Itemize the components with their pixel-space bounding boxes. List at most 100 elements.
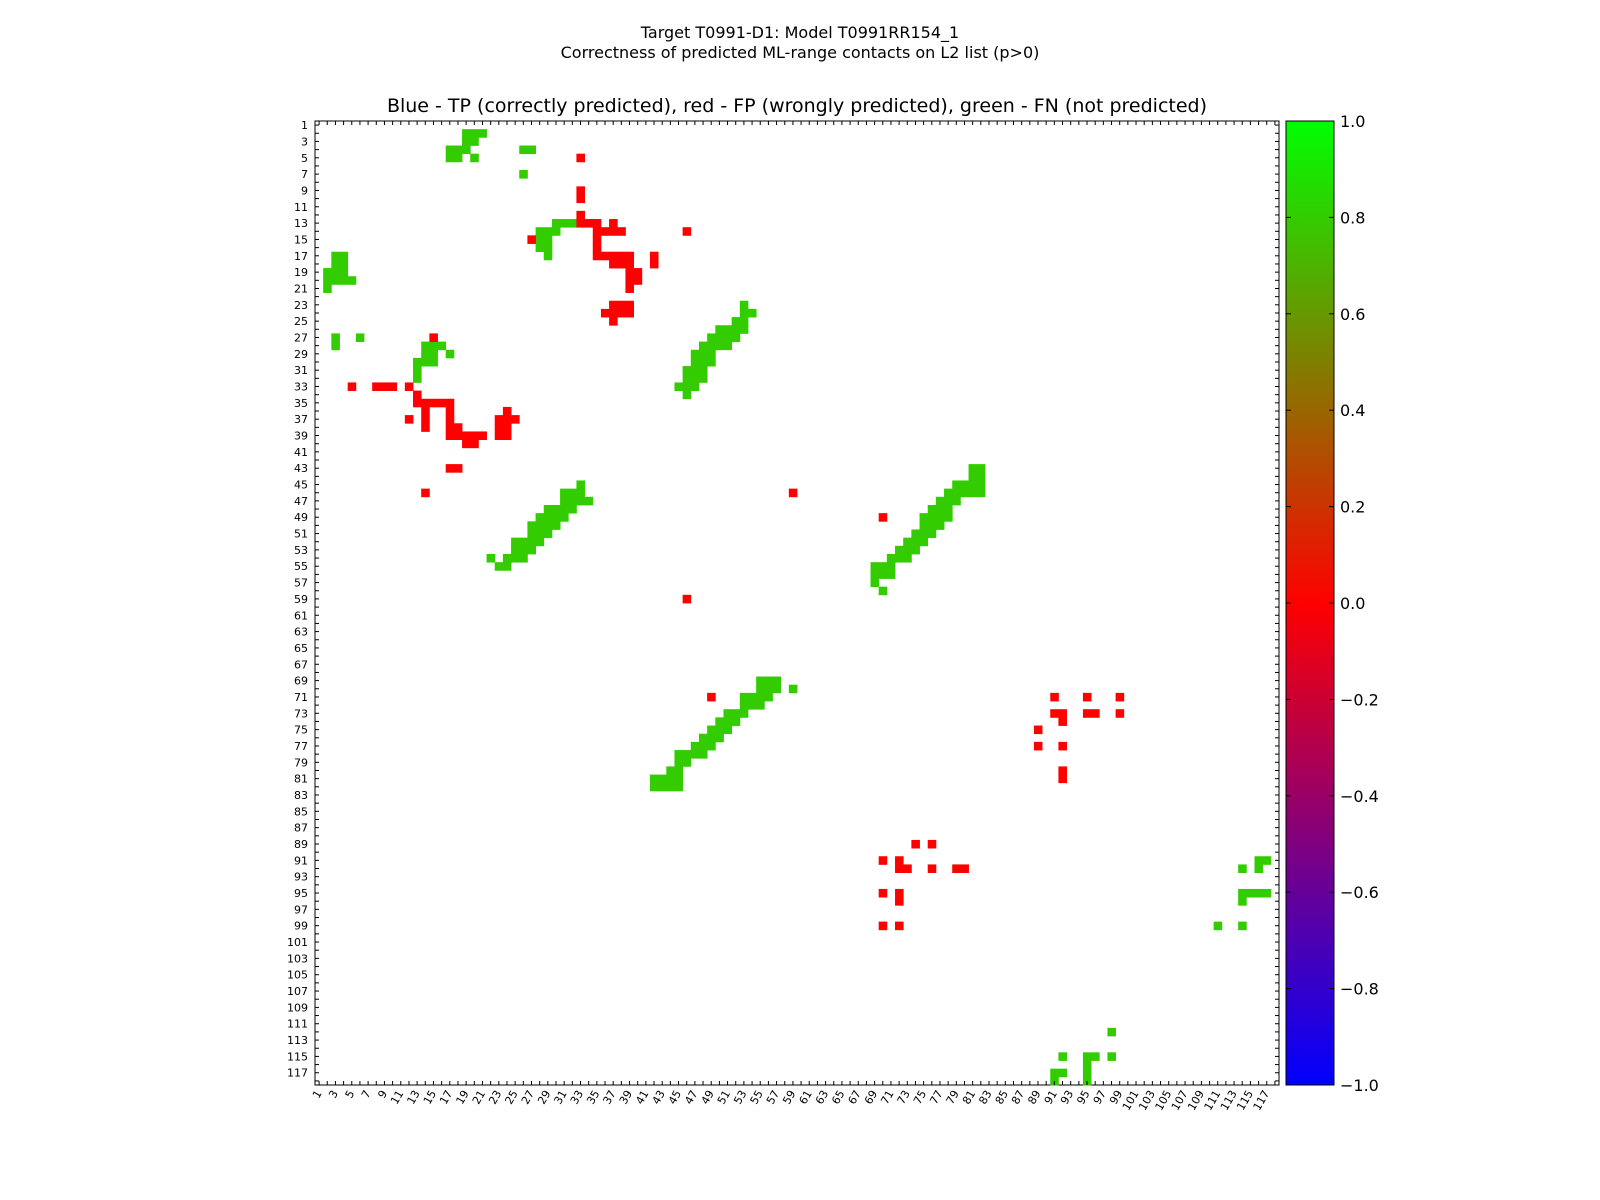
- fp-contact-cell: [413, 390, 422, 400]
- figure-title-line2: Correctness of predicted ML-range contac…: [561, 43, 1040, 62]
- fn-contact-cell: [911, 529, 937, 539]
- y-tick-label: 79: [294, 756, 308, 769]
- x-tick-label: 29: [535, 1088, 553, 1107]
- x-tick-label: 39: [617, 1088, 635, 1107]
- fp-contact-cell: [404, 382, 414, 391]
- colorbar-gradient: [1285, 120, 1335, 1086]
- fp-contact-cell: [649, 251, 659, 261]
- fp-contact-cell: [413, 398, 455, 408]
- y-tick-label: 115: [287, 1050, 308, 1063]
- fp-contact-cell: [592, 243, 602, 253]
- x-tick-label: 87: [1009, 1088, 1027, 1107]
- fp-contact-cell: [372, 382, 398, 391]
- x-tick-label: 5: [343, 1088, 358, 1101]
- x-tick-label: 81: [960, 1088, 978, 1107]
- x-tick-label: 117: [1251, 1088, 1273, 1113]
- fn-contact-cell: [1082, 1068, 1092, 1078]
- fp-contact-cell: [1033, 725, 1043, 735]
- colorbar: [1285, 120, 1335, 1086]
- y-tick-label: 5: [301, 152, 308, 165]
- contact-cells: [323, 129, 1272, 1086]
- fn-contact-cell: [323, 284, 332, 293]
- fp-contact-cell: [1050, 709, 1067, 718]
- y-tick-label: 35: [294, 397, 308, 410]
- x-tick-label: 55: [748, 1088, 766, 1107]
- fp-contact-cell: [576, 219, 602, 228]
- x-tick-label: 85: [993, 1088, 1011, 1107]
- x-tick-label: 23: [486, 1088, 504, 1107]
- x-tick-label: 77: [927, 1088, 945, 1107]
- fn-contact-cell: [739, 701, 765, 710]
- fn-contact-cell: [331, 333, 340, 342]
- y-tick-label: 105: [287, 969, 308, 982]
- x-tick-label: 111: [1202, 1088, 1224, 1113]
- y-tick-label: 17: [294, 250, 308, 263]
- fn-contact-cell: [519, 145, 536, 155]
- fn-contact-cell: [944, 488, 986, 498]
- fp-contact-cell: [895, 921, 904, 931]
- fp-contact-cell: [895, 888, 904, 898]
- x-tick-label: 27: [519, 1088, 537, 1107]
- x-tick-label: 31: [552, 1088, 570, 1107]
- colorbar-tick-label: 0.6: [1340, 305, 1365, 324]
- x-tick-label: 61: [797, 1088, 815, 1107]
- fp-contact-cell: [494, 423, 512, 432]
- y-tick-label: 37: [294, 413, 308, 426]
- fn-contact-cell: [739, 300, 749, 310]
- colorbar-tick-label: −0.4: [1340, 787, 1379, 806]
- fn-contact-cell: [1050, 1068, 1067, 1078]
- fn-contact-cell: [878, 586, 888, 596]
- fn-contact-cell: [756, 676, 782, 686]
- y-tick-label: 29: [294, 348, 308, 361]
- fp-contact-cell: [1115, 692, 1125, 702]
- fp-contact-cell: [421, 488, 430, 498]
- fn-contact-cell: [739, 308, 757, 318]
- fp-contact-cell: [429, 333, 438, 342]
- fp-contact-cell: [1058, 741, 1067, 751]
- fn-contact-cell: [886, 553, 912, 563]
- fn-contact-cell: [1238, 888, 1272, 898]
- fn-contact-cell: [707, 333, 741, 342]
- y-tick-label: 89: [294, 838, 308, 851]
- x-tick-label: 17: [437, 1088, 455, 1107]
- y-tick-label: 109: [287, 1001, 308, 1014]
- plot-frame: [314, 120, 1280, 1086]
- colorbar-tick-label: −0.2: [1340, 690, 1379, 709]
- x-tick-label: 75: [911, 1088, 929, 1107]
- colorbar-tick-label: 0.8: [1340, 208, 1365, 227]
- fn-contact-cell: [519, 170, 528, 179]
- fp-contact-cell: [445, 431, 487, 441]
- fn-contact-cell: [445, 145, 471, 155]
- fn-contact-cell: [421, 349, 438, 359]
- colorbar-tick-label: −0.6: [1340, 883, 1379, 902]
- fp-contact-cell: [609, 300, 635, 310]
- fn-contact-cell: [666, 766, 684, 775]
- x-tick-label: 105: [1153, 1088, 1175, 1113]
- fn-contact-cell: [870, 578, 880, 588]
- fp-contact-cell: [421, 415, 430, 424]
- fn-contact-cell: [682, 374, 708, 383]
- x-tick-label: 79: [944, 1088, 962, 1107]
- y-tick-label: 13: [294, 217, 308, 230]
- fn-contact-cell: [355, 333, 365, 342]
- fn-contact-cell: [527, 521, 561, 530]
- fp-contact-cell: [347, 382, 357, 391]
- fp-contact-cell: [421, 406, 430, 416]
- fn-contact-cell: [527, 529, 553, 539]
- fn-contact-cell: [731, 317, 749, 326]
- y-tick-label: 19: [294, 266, 308, 279]
- fp-contact-cell: [911, 839, 920, 849]
- fp-contact-cell: [1058, 766, 1067, 775]
- x-tick-label: 93: [1058, 1088, 1076, 1107]
- x-tick-label: 65: [829, 1088, 847, 1107]
- fn-contact-cell: [674, 758, 692, 767]
- x-tick-label: 67: [846, 1088, 864, 1107]
- y-tick-label: 67: [294, 658, 308, 671]
- fp-contact-cell: [576, 186, 585, 195]
- fp-contact-cell: [576, 210, 585, 220]
- fn-contact-cell: [895, 545, 920, 555]
- colorbar-ticks: 1.0 0.8 0.6 0.4 0.2 0.0 −0.2 −0.4 −0.6 −0.8 −1.0: [1286, 112, 1379, 1095]
- y-tick-label: 51: [294, 528, 308, 541]
- fn-contact-cell: [682, 366, 708, 375]
